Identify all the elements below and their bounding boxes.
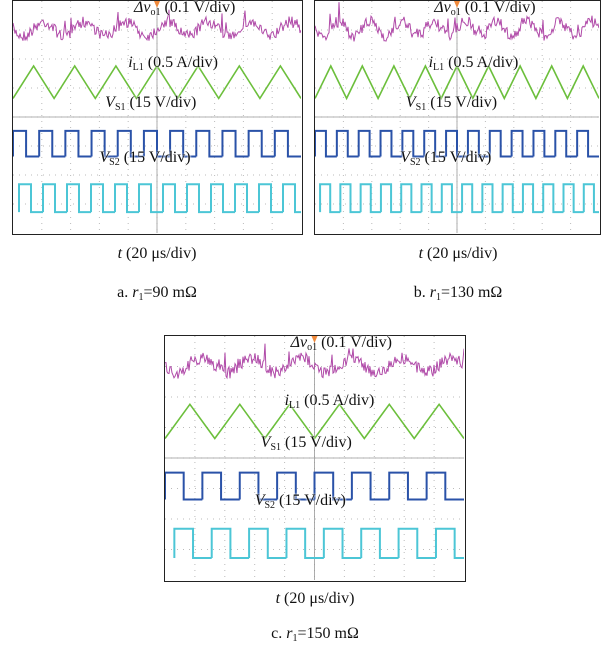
waveforms: [165, 336, 464, 580]
caption-letter: a.: [117, 284, 128, 301]
x-scale: (20 μs/div): [427, 245, 497, 262]
x-symbol: t: [118, 245, 122, 262]
figure: Δvo1 (0.1 V/div)iL1 (0.5 A/div)VS1 (15 V…: [0, 0, 603, 652]
channel-subscript: S1: [416, 102, 427, 113]
channel-subscript: o1: [451, 7, 461, 18]
caption: a. r1=90 mΩ: [117, 284, 197, 303]
channel-symbol: V: [255, 492, 265, 509]
channel-symbol: V: [400, 149, 410, 166]
channel-subscript: S2: [410, 157, 421, 168]
channel-label: iL1 (0.5 A/div): [128, 54, 218, 73]
channel-symbol: Δv: [434, 0, 451, 16]
channel-label: VS1 (15 V/div): [406, 94, 497, 113]
channel-label: VS2 (15 V/div): [255, 492, 346, 511]
channel-scale: (15 V/div): [124, 149, 191, 166]
caption-value: =90 mΩ: [143, 284, 196, 301]
switch2-trace: [320, 184, 599, 212]
x-symbol: t: [276, 590, 280, 607]
x-symbol: t: [419, 245, 423, 262]
channel-symbol: V: [261, 434, 271, 451]
channel-subscript: L1: [133, 62, 144, 73]
channel-label: VS1 (15 V/div): [105, 94, 196, 113]
channel-symbol: Δv: [291, 334, 308, 351]
waveforms: [13, 1, 301, 233]
channel-label: Δvo1 (0.1 V/div): [134, 0, 235, 18]
caption-value: =150 mΩ: [297, 625, 358, 642]
channel-symbol: V: [99, 149, 109, 166]
channel-label: iL1 (0.5 A/div): [429, 54, 519, 73]
channel-label: VS2 (15 V/div): [99, 149, 190, 168]
channel-subscript: o1: [150, 7, 160, 18]
channel-subscript: o1: [307, 342, 317, 353]
channel-subscript: S1: [115, 102, 126, 113]
caption: b. r1=130 mΩ: [414, 284, 503, 303]
channel-label: VS2 (15 V/div): [400, 149, 491, 168]
scope-screen: Δvo1 (0.1 V/div)iL1 (0.5 A/div)VS1 (15 V…: [12, 0, 303, 235]
channel-subscript: S2: [109, 157, 120, 168]
channel-subscript: S2: [264, 500, 275, 511]
channel-scale: (0.5 A/div): [148, 54, 218, 71]
channel-scale: (15 V/div): [130, 94, 197, 111]
channel-scale: (15 V/div): [430, 94, 497, 111]
channel-symbol: V: [105, 94, 115, 111]
caption: c. r1=150 mΩ: [271, 625, 359, 644]
x-axis-label: t (20 μs/div): [276, 590, 355, 608]
channel-scale: (0.1 V/div): [321, 334, 392, 351]
channel-scale: (0.1 V/div): [164, 0, 235, 16]
channel-subscript: L1: [433, 62, 444, 73]
x-axis-label: t (20 μs/div): [118, 245, 197, 263]
caption-value: =130 mΩ: [441, 284, 502, 301]
waveforms: [315, 1, 599, 233]
switch2-trace: [174, 529, 464, 558]
caption-letter: c.: [271, 625, 282, 642]
channel-subscript: S1: [270, 442, 281, 453]
scope-screen: Δvo1 (0.1 V/div)iL1 (0.5 A/div)VS1 (15 V…: [314, 0, 601, 235]
channel-label: Δvo1 (0.1 V/div): [434, 0, 535, 18]
channel-symbol: V: [406, 94, 416, 111]
scope-screen: Δvo1 (0.1 V/div)iL1 (0.5 A/div)VS1 (15 V…: [164, 335, 466, 582]
x-scale: (20 μs/div): [126, 245, 196, 262]
x-scale: (20 μs/div): [284, 590, 354, 607]
switch2-trace: [19, 184, 301, 212]
caption-letter: b.: [414, 284, 426, 301]
channel-scale: (0.1 V/div): [465, 0, 536, 16]
channel-label: Δvo1 (0.1 V/div): [291, 334, 392, 353]
channel-scale: (0.5 A/div): [304, 392, 374, 409]
channel-scale: (15 V/div): [285, 434, 352, 451]
channel-label: VS1 (15 V/div): [261, 434, 352, 453]
channel-symbol: Δv: [134, 0, 151, 16]
channel-scale: (0.5 A/div): [448, 54, 518, 71]
channel-scale: (15 V/div): [425, 149, 492, 166]
channel-label: iL1 (0.5 A/div): [285, 392, 375, 411]
x-axis-label: t (20 μs/div): [419, 245, 498, 263]
channel-subscript: L1: [289, 400, 300, 411]
channel-scale: (15 V/div): [279, 492, 346, 509]
